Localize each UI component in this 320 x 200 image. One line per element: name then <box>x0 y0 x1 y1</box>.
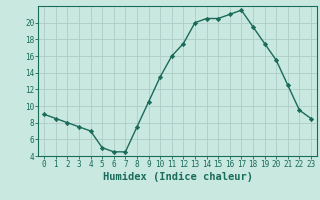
X-axis label: Humidex (Indice chaleur): Humidex (Indice chaleur) <box>103 172 252 182</box>
